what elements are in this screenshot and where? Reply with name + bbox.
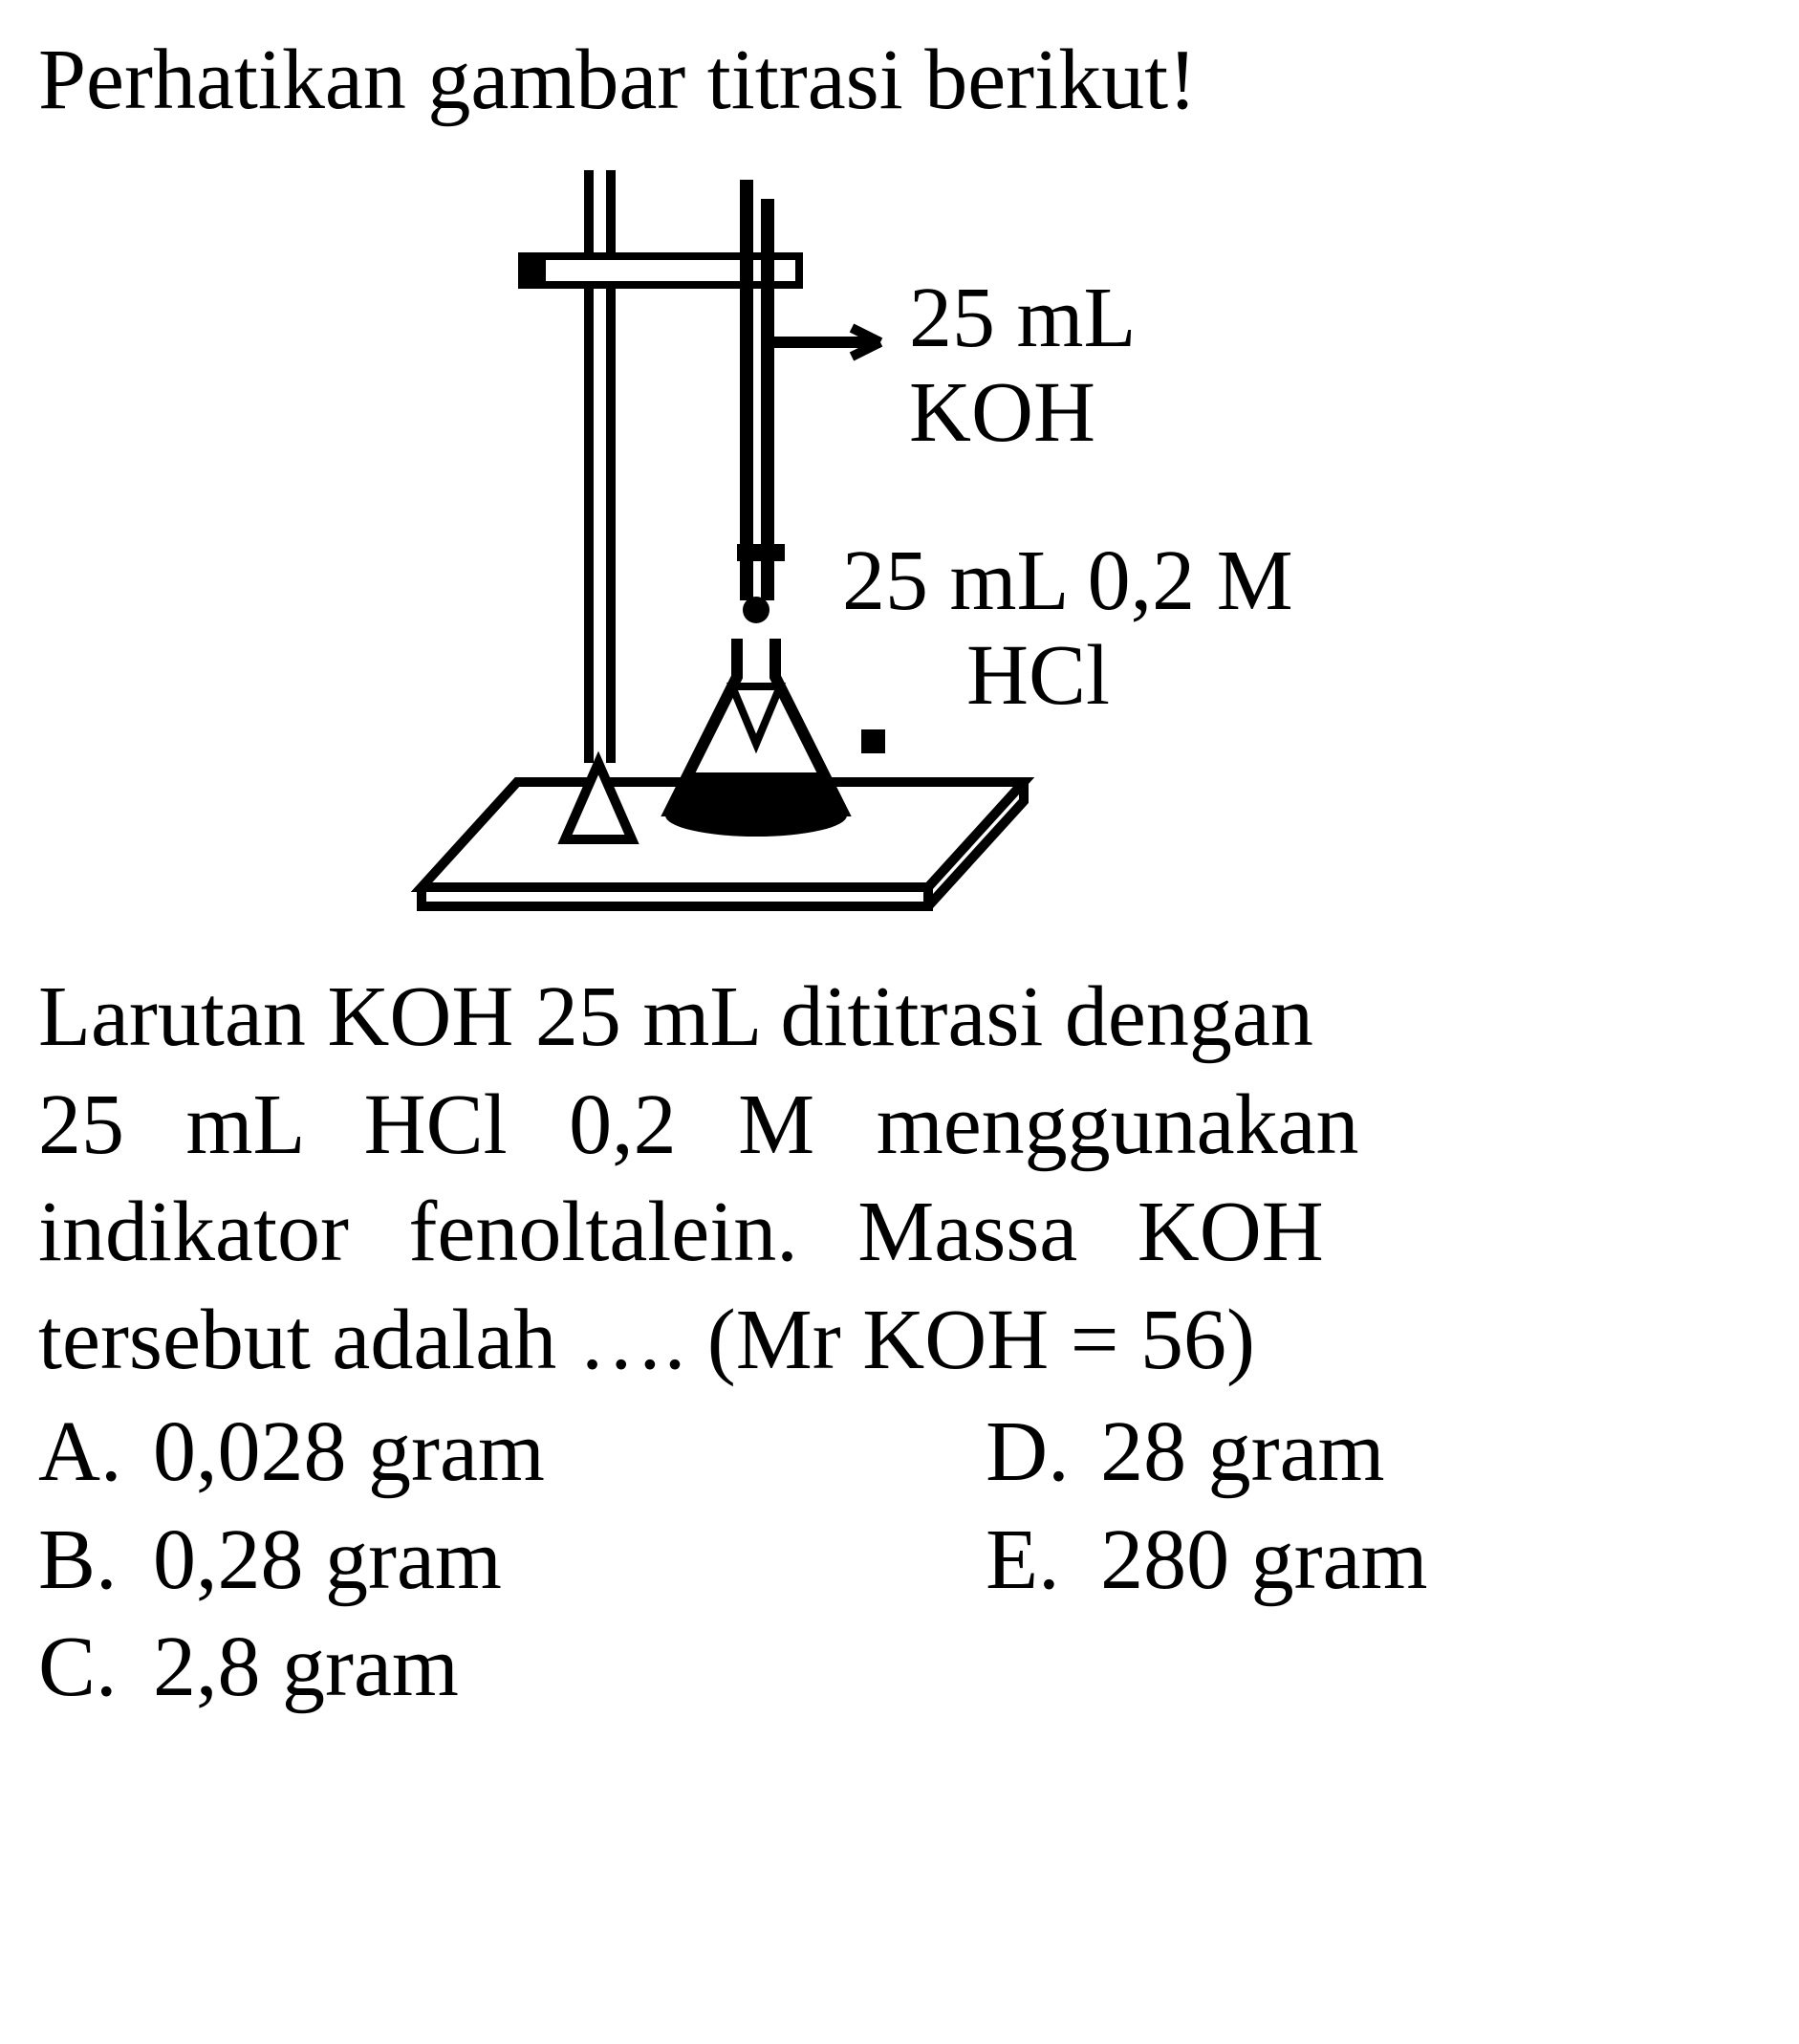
question-title: Perhatikan gambar titrasi berikut!: [38, 29, 1761, 132]
hcl-volume-label: 25 mL 0,2 M HCl: [842, 533, 1293, 723]
option-a-letter: A.: [38, 1399, 153, 1507]
option-c-letter: C.: [38, 1614, 153, 1722]
option-b-text: 0,28 gram: [153, 1512, 502, 1607]
option-c-text: 2,8 gram: [153, 1620, 459, 1714]
option-d: D.28 gram: [986, 1399, 1761, 1507]
option-c: C.2,8 gram: [38, 1614, 1761, 1722]
question-line-4: tersebut adalah …. (Mr KOH = 56): [38, 1287, 1761, 1395]
option-d-text: 28 gram: [1100, 1404, 1384, 1499]
option-e-letter: E.: [986, 1507, 1100, 1615]
option-b-letter: B.: [38, 1507, 153, 1615]
question-container: Perhatikan gambar titrasi berikut!: [38, 29, 1761, 1722]
option-e: E.280 gram: [986, 1507, 1761, 1615]
option-b: B.0,28 gram: [38, 1507, 986, 1615]
hcl-volume-value: 25 mL 0,2 M: [842, 533, 1293, 628]
answer-options: A.0,028 gram D.28 gram B.0,28 gram E.280…: [38, 1399, 1761, 1722]
question-line-1: Larutan KOH 25 mL dititrasi dengan: [38, 964, 1761, 1072]
question-line-2: 25 mL HCl 0,2 M menggunakan: [38, 1072, 1761, 1180]
koh-volume-value: 25 mL: [909, 271, 1136, 365]
koh-compound-label: KOH: [909, 365, 1136, 460]
option-a-text: 0,028 gram: [153, 1404, 545, 1499]
titration-diagram-container: 25 mL KOH 25 mL 0,2 M HCl: [38, 151, 1761, 935]
question-line-3: indikator fenoltalein. Massa KOH: [38, 1179, 1761, 1287]
option-e-text: 280 gram: [1100, 1512, 1427, 1607]
question-body: Larutan KOH 25 mL dititrasi dengan 25 mL…: [38, 964, 1761, 1394]
hcl-compound-label: HCl: [842, 628, 1293, 723]
titration-diagram: 25 mL KOH 25 mL 0,2 M HCl: [374, 151, 1425, 935]
option-d-letter: D.: [986, 1399, 1100, 1507]
option-a: A.0,028 gram: [38, 1399, 986, 1507]
koh-volume-label: 25 mL KOH: [909, 271, 1136, 460]
